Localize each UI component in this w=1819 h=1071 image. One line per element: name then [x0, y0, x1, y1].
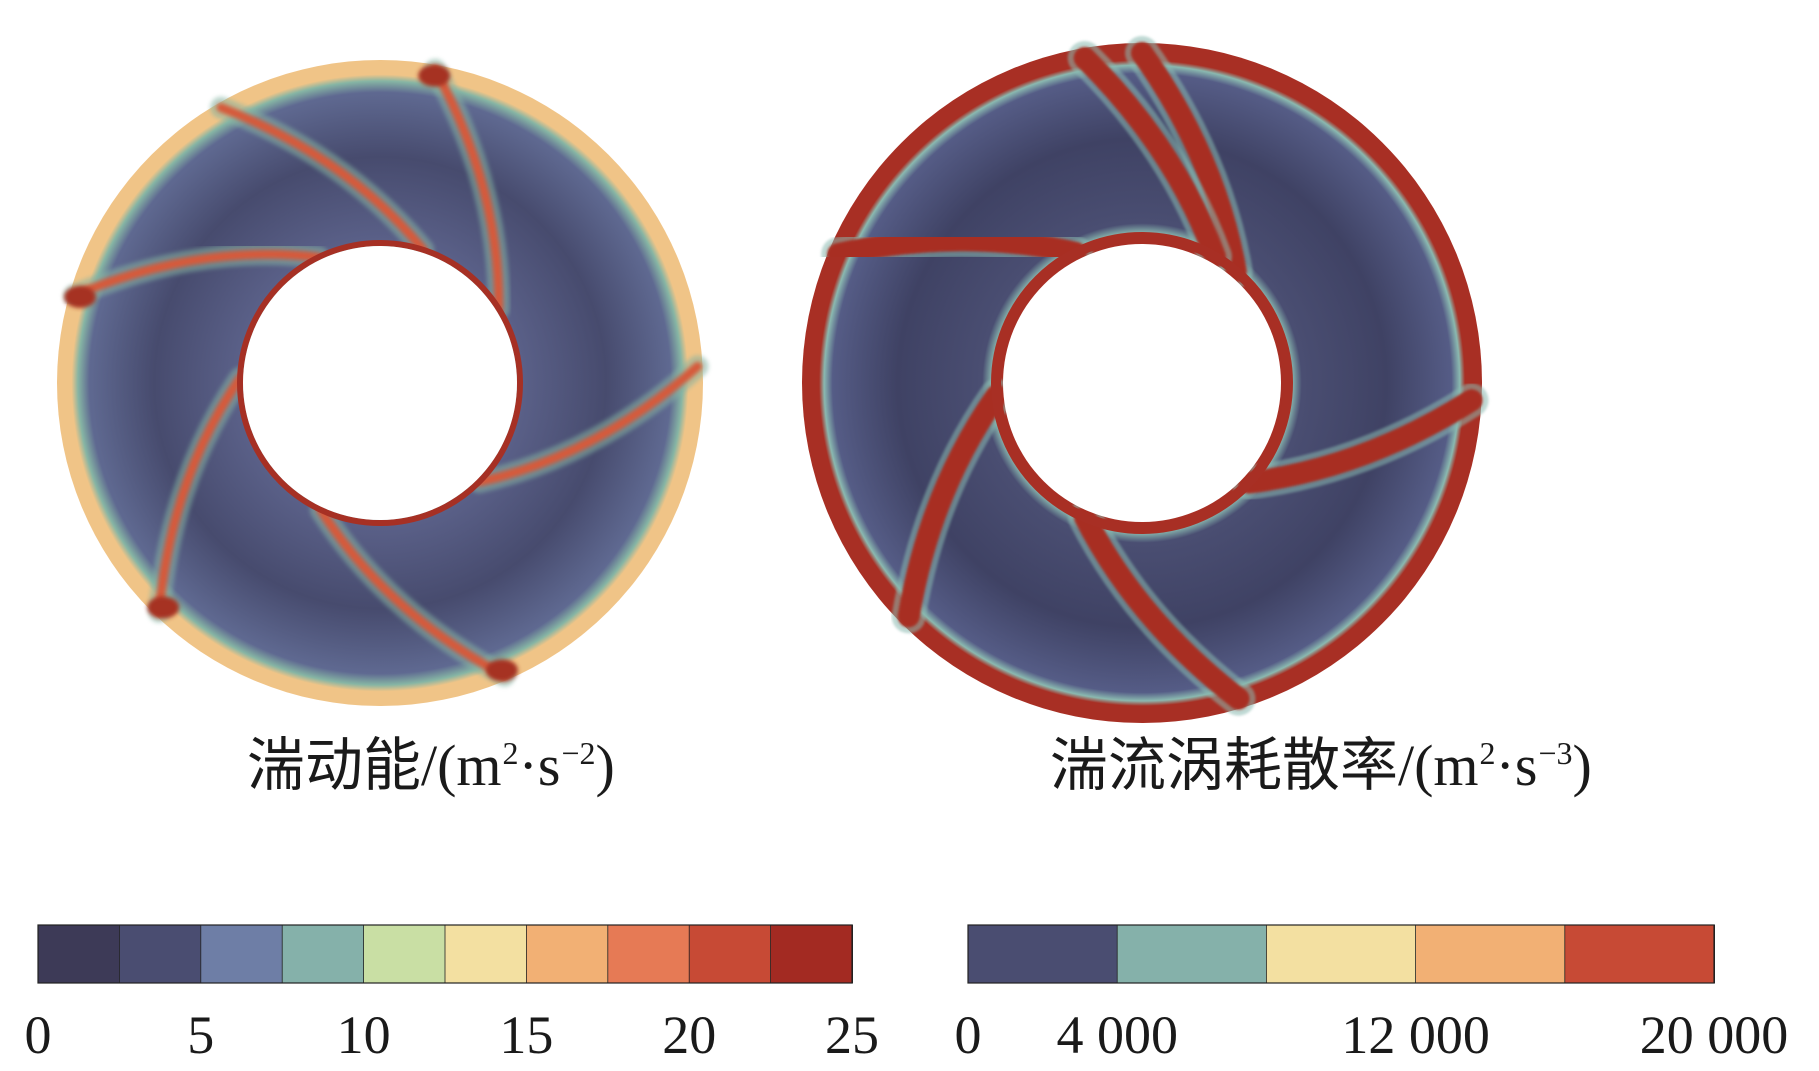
tke-colorbar-segment — [688, 924, 772, 984]
tke-colorbar-segment — [607, 924, 691, 984]
tke-colorbar — [37, 924, 853, 984]
tke-tick-label: 0 — [24, 1005, 52, 1065]
epsilon-contour-panel — [802, 36, 1489, 723]
epsilon-tick-label: 4 000 — [1056, 1005, 1178, 1065]
tke-colorbar-segment — [200, 924, 284, 984]
blade-wake — [1237, 389, 1483, 494]
tke-colorbar-segment — [37, 924, 121, 984]
tke-colorbar-segment — [363, 924, 447, 984]
tke-title-mid: ·s — [518, 733, 561, 798]
tke-hotspots — [64, 64, 518, 682]
tke-title-sup2: −2 — [561, 735, 596, 772]
epsilon-hub-wall — [991, 232, 1293, 534]
epsilon-colorbar-title: 湍流涡耗散率/(m2·s−3) — [1050, 737, 1592, 795]
epsilon-tick-label: 20 000 — [1639, 1005, 1789, 1065]
epsilon-title-mid: ·s — [1495, 733, 1538, 798]
blade-wake — [474, 361, 703, 487]
blade-wake — [827, 229, 1087, 266]
tke-colorbar-segment — [119, 924, 202, 984]
tke-tick-label: 5 — [187, 1005, 215, 1065]
blade-wake — [1131, 42, 1247, 283]
epsilon-colorbar-frame — [967, 924, 1715, 984]
epsilon-colorbar-segment — [967, 924, 1119, 984]
epsilon-colorbar-segment — [1415, 924, 1566, 984]
wall-hotspot — [64, 286, 97, 308]
blade-wake — [154, 373, 245, 617]
tke-colorbar-segment — [526, 924, 609, 984]
tke-title-end: ) — [595, 733, 615, 798]
epsilon-colorbar-segment — [1564, 924, 1716, 984]
tke-colorbar-segment — [770, 924, 853, 984]
tke-tick-label: 20 — [662, 1005, 717, 1065]
wall-hotspot — [418, 64, 451, 87]
tke-title-sup1: 2 — [502, 735, 519, 772]
tke-hub — [243, 246, 517, 520]
tke-colorbar-segment — [281, 924, 365, 984]
epsilon-hub — [1003, 244, 1281, 522]
epsilon-title-sup1: 2 — [1479, 735, 1496, 772]
epsilon-title-sup2: −3 — [1538, 735, 1573, 772]
epsilon-colorbar — [967, 924, 1716, 984]
blade-wake — [430, 65, 504, 314]
tke-blade-wakes — [63, 58, 709, 687]
blade-wake — [897, 384, 1008, 628]
tke-hub-wall — [237, 240, 523, 526]
tke-tick-label: 15 — [499, 1005, 554, 1065]
blade-wake — [316, 505, 509, 681]
blade-wake — [1074, 506, 1250, 710]
tke-tick-label: 10 — [336, 1005, 391, 1065]
tke-colorbar-title: 湍动能/(m2·s−2) — [247, 737, 615, 795]
epsilon-colorbar-segment — [1116, 924, 1268, 984]
wall-hotspot — [147, 596, 180, 619]
epsilon-title-main: 湍流涡耗散率/(m — [1050, 733, 1479, 798]
tke-title-main: 湍动能/(m — [247, 733, 502, 798]
tke-tick-label: 25 — [825, 1005, 879, 1065]
blade-wake — [69, 249, 324, 300]
tke-contour-panel — [57, 58, 709, 706]
epsilon-tick-label: 0 — [954, 1005, 982, 1065]
wall-hotspot — [485, 659, 518, 682]
blade-wake — [1073, 47, 1226, 268]
tke-colorbar-segment — [444, 924, 528, 984]
epsilon-colorbar-segment — [1266, 924, 1417, 984]
epsilon-blade-wakes — [821, 36, 1489, 716]
blade-wake — [216, 103, 428, 255]
epsilon-title-end: ) — [1572, 733, 1592, 798]
tke-colorbar-frame — [37, 924, 853, 984]
epsilon-tick-label: 12 000 — [1341, 1005, 1490, 1065]
